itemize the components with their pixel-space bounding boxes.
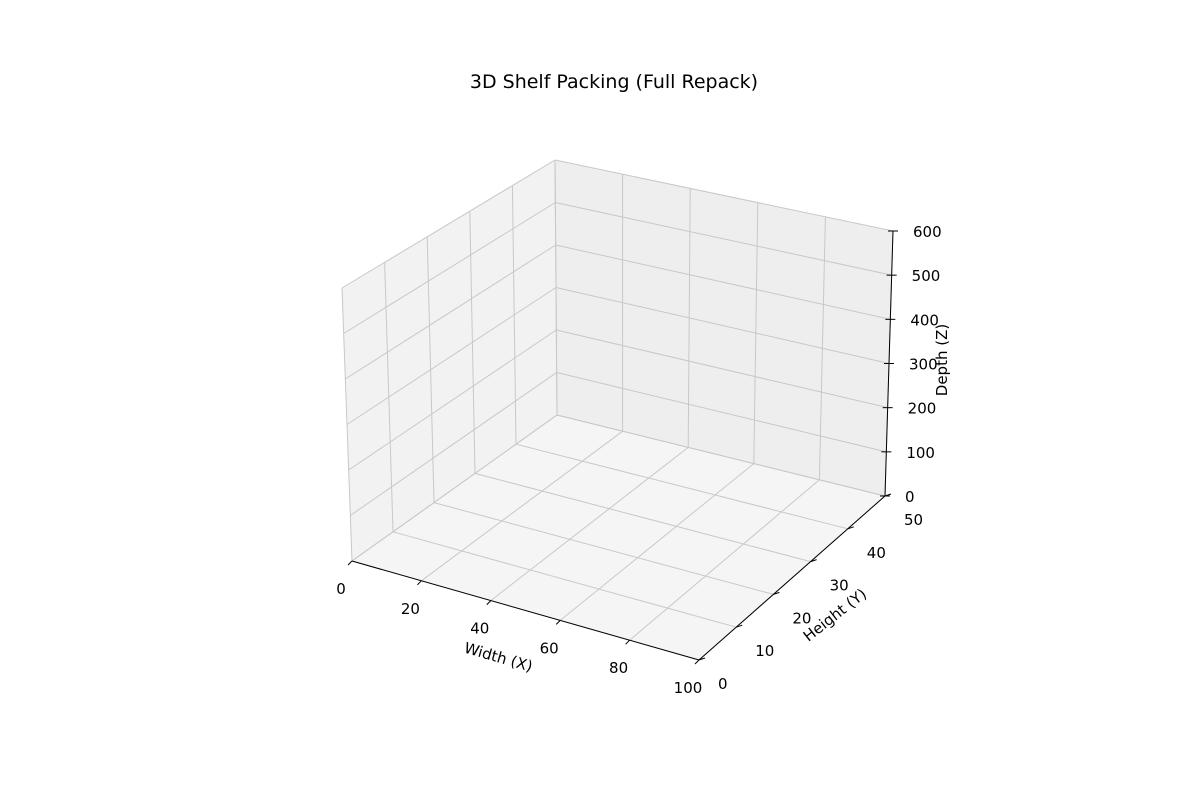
grid-floor-y-20 bbox=[433, 502, 774, 595]
grid-back-z-500 bbox=[555, 202, 892, 276]
x-tick-label-100: 100 bbox=[674, 679, 703, 697]
grid-floor-x-80 bbox=[629, 479, 820, 641]
y-tick-label-20: 20 bbox=[792, 609, 811, 627]
x-tick-100 bbox=[694, 659, 700, 665]
x-tick-label-80: 80 bbox=[609, 659, 628, 677]
grid-left-z-600 bbox=[341, 159, 556, 289]
y-tick-20 bbox=[773, 591, 780, 595]
x-tick-80 bbox=[625, 639, 630, 645]
grid-back-z-400 bbox=[555, 244, 891, 320]
y-tick-label-30: 30 bbox=[830, 577, 849, 595]
y-tick-label-10: 10 bbox=[755, 642, 774, 660]
z-tick-label-400: 400 bbox=[910, 311, 939, 329]
x-tick-20 bbox=[417, 580, 422, 586]
z-tick-label-200: 200 bbox=[908, 400, 937, 418]
grid-back-z-100 bbox=[556, 372, 887, 453]
grid-back-z-600 bbox=[554, 159, 894, 232]
y-tick-10 bbox=[736, 624, 743, 628]
grid-back-z-0 bbox=[556, 414, 886, 497]
x-tick-0 bbox=[347, 560, 353, 566]
grid-back-z-300 bbox=[555, 287, 890, 364]
tick-marks bbox=[347, 230, 898, 665]
z-tick-label-600: 600 bbox=[913, 223, 942, 241]
y-tick-label-50: 50 bbox=[904, 511, 923, 529]
y-tick-label-40: 40 bbox=[867, 544, 886, 562]
x-axis-line bbox=[351, 560, 700, 661]
grid-left-z-100 bbox=[350, 372, 557, 516]
grid-left-z-200 bbox=[348, 329, 557, 471]
y-tick-30 bbox=[810, 559, 817, 563]
x-tick-60 bbox=[555, 620, 561, 625]
y-tick-0 bbox=[698, 657, 706, 661]
grid-floor-y-40 bbox=[515, 443, 848, 530]
grid-floor-y-30 bbox=[474, 472, 811, 563]
z-axis-title: Depth (Z) bbox=[933, 324, 951, 396]
y-tick-40 bbox=[847, 526, 854, 530]
y-axis-line bbox=[698, 495, 886, 661]
grid-floor-x-60 bbox=[559, 463, 755, 621]
z-tick-label-100: 100 bbox=[906, 444, 935, 462]
x-tick-label-40: 40 bbox=[470, 620, 489, 638]
x-tick-label-20: 20 bbox=[401, 600, 420, 618]
axis-panes bbox=[342, 160, 893, 660]
grid-left-z-400 bbox=[345, 244, 556, 380]
z-tick-label-500: 500 bbox=[912, 267, 941, 285]
x-tick-label-60: 60 bbox=[540, 639, 559, 657]
z-tick-label-300: 300 bbox=[909, 356, 938, 374]
pane-back-y1 bbox=[555, 160, 893, 496]
x-tick-40 bbox=[486, 600, 492, 605]
grid-floor-x-40 bbox=[490, 447, 689, 601]
grid-floor-x-20 bbox=[421, 430, 623, 582]
x-tick-label-0: 0 bbox=[336, 580, 346, 598]
grid-left-z-0 bbox=[351, 414, 558, 562]
grid-back-z-200 bbox=[556, 329, 888, 409]
grid-left-z-300 bbox=[346, 287, 557, 425]
grid-left-z-500 bbox=[343, 202, 556, 334]
z-tick-label-0: 0 bbox=[905, 488, 915, 506]
chart-title: 3D Shelf Packing (Full Repack) bbox=[470, 71, 758, 93]
grid-floor-y-10 bbox=[392, 531, 737, 628]
x-axis-title: Width (X) bbox=[462, 639, 535, 676]
y-tick-label-0: 0 bbox=[718, 675, 728, 693]
pane-left-x0 bbox=[342, 160, 557, 561]
